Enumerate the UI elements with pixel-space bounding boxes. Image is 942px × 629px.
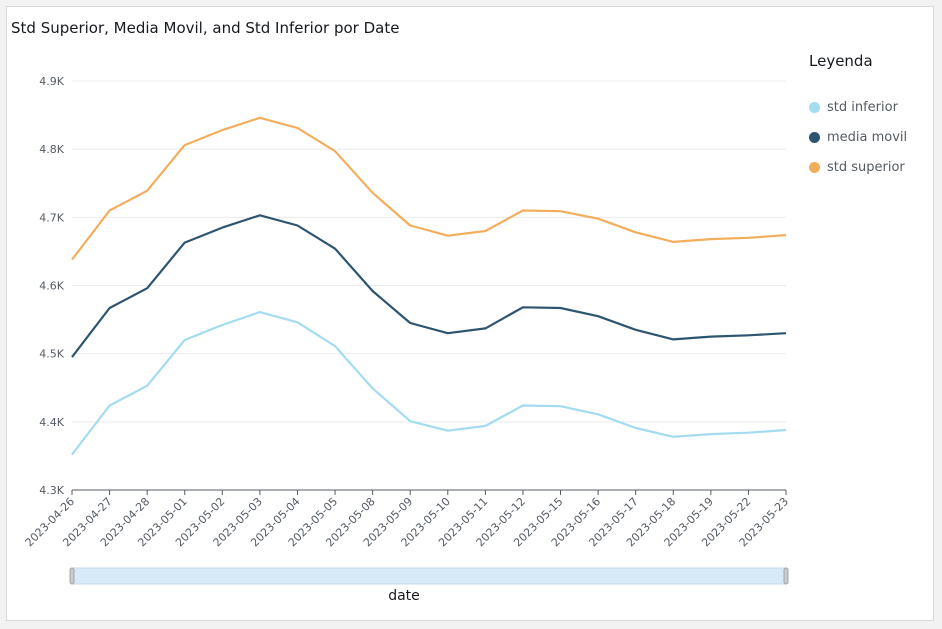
y-tick-label: 4.3K <box>39 484 64 497</box>
y-tick-label: 4.7K <box>39 211 64 224</box>
legend-title: Leyenda <box>809 52 873 70</box>
legend-label-std-superior: std superior <box>827 159 905 175</box>
legend-swatch-std-inferior <box>809 101 820 113</box>
legend-item-std-superior[interactable]: std superior <box>809 152 907 182</box>
legend-label-std-inferior: std inferior <box>827 99 898 115</box>
legend-swatch-media-movil <box>809 131 820 143</box>
chart-card <box>6 6 934 621</box>
range-scrollbar <box>71 567 787 585</box>
y-tick-label: 4.8K <box>39 143 64 156</box>
x-axis-title: date <box>388 588 420 604</box>
series-line-std-inferior <box>71 311 787 456</box>
y-tick-label: 4.9K <box>39 75 64 88</box>
y-tick-label: 4.5K <box>39 348 64 361</box>
y-tick-label: 4.4K <box>39 416 64 429</box>
legend-label-media-movil: media movil <box>827 129 908 145</box>
legend-swatch-std-superior <box>809 161 820 173</box>
legend-item-std-inferior[interactable]: std inferior <box>809 92 907 122</box>
chart-title: Std Superior, Media Movil, and Std Infer… <box>11 19 400 37</box>
range-handle-right[interactable] <box>783 567 789 585</box>
y-tick-label: 4.6K <box>39 280 64 293</box>
legend-item-media-movil[interactable]: media movil <box>809 122 907 152</box>
range-handle-left[interactable] <box>69 567 75 585</box>
series-line-media-movil <box>71 214 787 358</box>
legend: Leyenda std inferior media movil std sup… <box>809 52 907 182</box>
series-line-std-superior <box>71 116 787 261</box>
